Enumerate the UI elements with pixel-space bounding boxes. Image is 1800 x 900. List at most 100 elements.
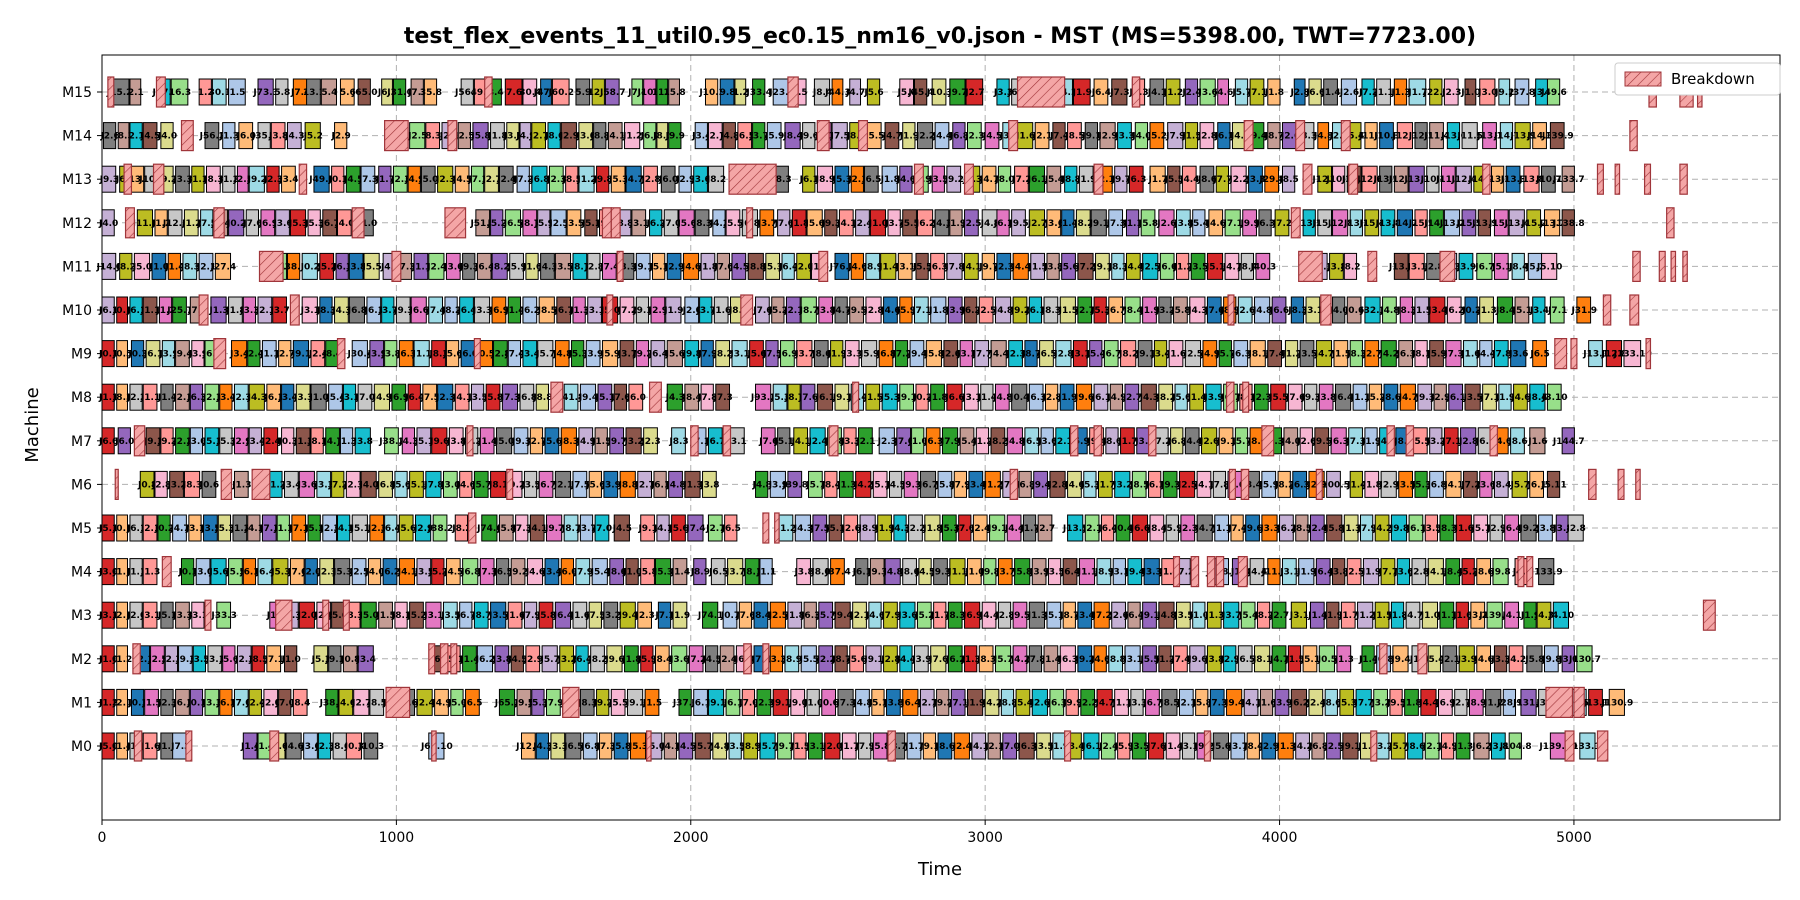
operation-label: J1.1 (756, 568, 776, 578)
operation-label: J1.9 (899, 132, 919, 142)
operation-label: J6.2 (961, 306, 981, 316)
operation-bar (1396, 209, 1413, 237)
operation-label: J3.7 (378, 306, 398, 316)
operation-label: J1.9 (946, 219, 966, 229)
breakdown-bar (185, 730, 193, 762)
operation-label: J8.7 (520, 219, 540, 229)
operation-bar (863, 165, 879, 193)
operation-label: J3.0 (1477, 88, 1497, 98)
operation-bar (1224, 252, 1240, 280)
operation-label: J13.2 (1439, 219, 1466, 229)
operation-label: J8.6 (1507, 437, 1527, 447)
operation-label: J2.9 (664, 262, 684, 272)
operation-label: J2.3 (994, 262, 1014, 272)
operation-label: J6.2 (915, 219, 935, 229)
operation-bar (1379, 122, 1394, 150)
operation-label: J9.1 (1089, 219, 1109, 229)
operation-bar (931, 165, 945, 193)
operation-bar (584, 209, 598, 237)
operation-label: J2.3 (634, 611, 654, 621)
operation-bar (849, 78, 862, 106)
operation-bar (884, 122, 900, 150)
operation-bar (531, 165, 548, 193)
operation-label: J5.6 (805, 219, 825, 229)
operation-label: J1.9 (1139, 306, 1159, 316)
operation-label: J7.7 (1212, 175, 1232, 185)
operation-label: J5.8 (470, 132, 490, 142)
machine-row-m15: J15.22.1J27.316.31.230.11.5J73.35.8J7.41… (106, 76, 1703, 108)
operation-bar (301, 296, 318, 324)
operation-label: J4.7 (623, 175, 643, 185)
operation-bar (1077, 252, 1094, 280)
operation-bar (712, 209, 726, 237)
y-tick-label: M1 (71, 695, 92, 711)
operation-bar (965, 78, 984, 106)
operation-bar (381, 78, 393, 106)
operation-bar (818, 296, 834, 324)
operation-label: 30.1 (209, 88, 231, 98)
operation-bar (643, 122, 657, 150)
operation-bar (117, 122, 130, 150)
operation-label: J1.0 (149, 262, 169, 272)
operation-bar (1461, 122, 1478, 150)
breakdown-bar (828, 425, 839, 457)
breakdown-bar (133, 425, 146, 457)
operation-label: J1.5 (1181, 132, 1201, 142)
operation-bar (556, 296, 572, 324)
operation-label: J2.5 (961, 219, 981, 229)
operation-label: J4.4 (1123, 262, 1143, 272)
operation-label: J7.1 (1247, 88, 1267, 98)
breakdown-bar (1439, 250, 1456, 282)
operation-bar (572, 296, 586, 324)
breakdown-bar (289, 294, 300, 326)
operation-bar (1012, 252, 1029, 280)
operation-label: J44.3 (824, 88, 851, 98)
operation-label: J38.2 (427, 524, 454, 534)
operation-label: J3.1 (629, 219, 649, 229)
operation-label: J3.3 (993, 88, 1013, 98)
operation-label: J5.0 (132, 262, 152, 272)
operation-label: J8.8 (1061, 175, 1081, 185)
operation-label: J1.2 (1172, 262, 1192, 272)
operation-label: J4.5 (343, 175, 363, 185)
operation-label: J6.4 (474, 262, 494, 272)
operation-label: J8.7 (1264, 132, 1284, 142)
operation-bar (428, 296, 443, 324)
operation-bar (1176, 209, 1191, 237)
operation-label: J5.2 (487, 219, 507, 229)
breakdown-bar (1315, 468, 1323, 500)
operation-bar (1361, 165, 1378, 193)
operation-bar (1108, 296, 1124, 324)
operation-label: J3.10 (1541, 393, 1568, 403)
operation-label: J133.7 (1552, 175, 1585, 185)
operation-label: J2.1 (847, 175, 867, 185)
operation-label: J2.6 (99, 132, 119, 142)
operation-bar (1541, 252, 1558, 280)
operation-bar (182, 252, 198, 280)
operation-bar (1399, 296, 1413, 324)
operation-bar (1149, 165, 1166, 193)
breakdown-bar (857, 119, 869, 152)
machine-row-m12: J4.0J11.7J1.2J12.3J1.2J7.5J5.4J0.2J7.6J6… (98, 207, 1675, 239)
operation-label: J1.2 (112, 655, 132, 665)
breakdown-bar (774, 512, 780, 544)
operation-label: J5.4 (1044, 175, 1064, 185)
operation-bar (470, 165, 485, 193)
breakdown-bar (1093, 163, 1104, 195)
y-tick-label: M9 (71, 347, 92, 363)
operation-bar (916, 122, 934, 150)
operation-label: J4.2 (709, 219, 729, 229)
operation-label: J4.3 (1187, 306, 1207, 316)
machine-row-m1: J1.2J2.1J0.1J1.5J2.3J6.1J0.1J3.3J6.1J7.0… (98, 686, 1633, 719)
breakdown-bar (1379, 643, 1388, 675)
operation-label: J9.2 (247, 175, 267, 185)
operation-label: J4.1 (1147, 88, 1167, 98)
operation-label: 11.3 (652, 88, 674, 98)
operation-label: J0.2 (226, 219, 246, 229)
operation-bar (880, 252, 897, 280)
operation-bar (1075, 209, 1091, 237)
operation-label: J37.8 (1509, 88, 1536, 98)
breakdown-bar (1093, 425, 1103, 457)
operation-bar (897, 252, 913, 280)
operation-bar (175, 165, 190, 193)
